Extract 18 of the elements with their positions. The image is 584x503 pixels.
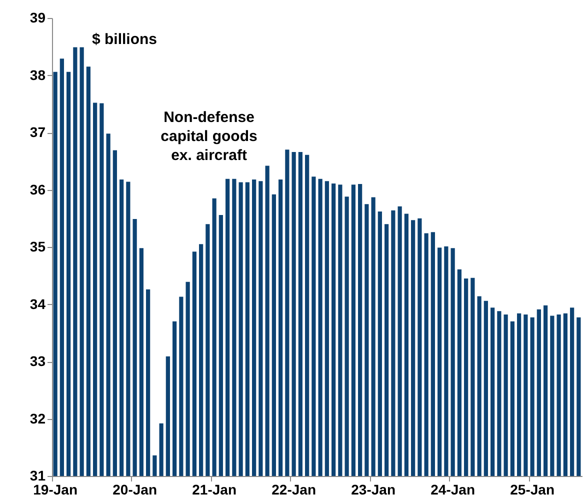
annotation: $ billions [92,31,158,48]
x-tick-label: 23-Jan [351,482,396,498]
y-tick-label: 36 [30,181,46,198]
y-tick-label: 39 [30,10,46,26]
y-tick-label: 37 [30,124,46,140]
annotation: Non-defense capital goods ex. aircraft [160,109,258,164]
y-tick-label: 38 [30,66,46,83]
y-tick-label: 34 [30,296,46,312]
x-tick-label: 20-Jan [112,482,157,498]
x-tick-label: 25-Jan [510,482,554,498]
x-tick-label: 22-Jan [272,482,316,498]
y-tick-label: 35 [30,238,46,254]
y-tick-label: 32 [30,410,46,426]
x-tick-label: 19-Jan [33,482,78,498]
x-tick-label: 21-Jan [192,482,236,498]
y-tick-label: 33 [30,353,46,369]
x-tick-label: 24-Jan [430,482,475,498]
y-tick-label: 31 [30,468,46,484]
